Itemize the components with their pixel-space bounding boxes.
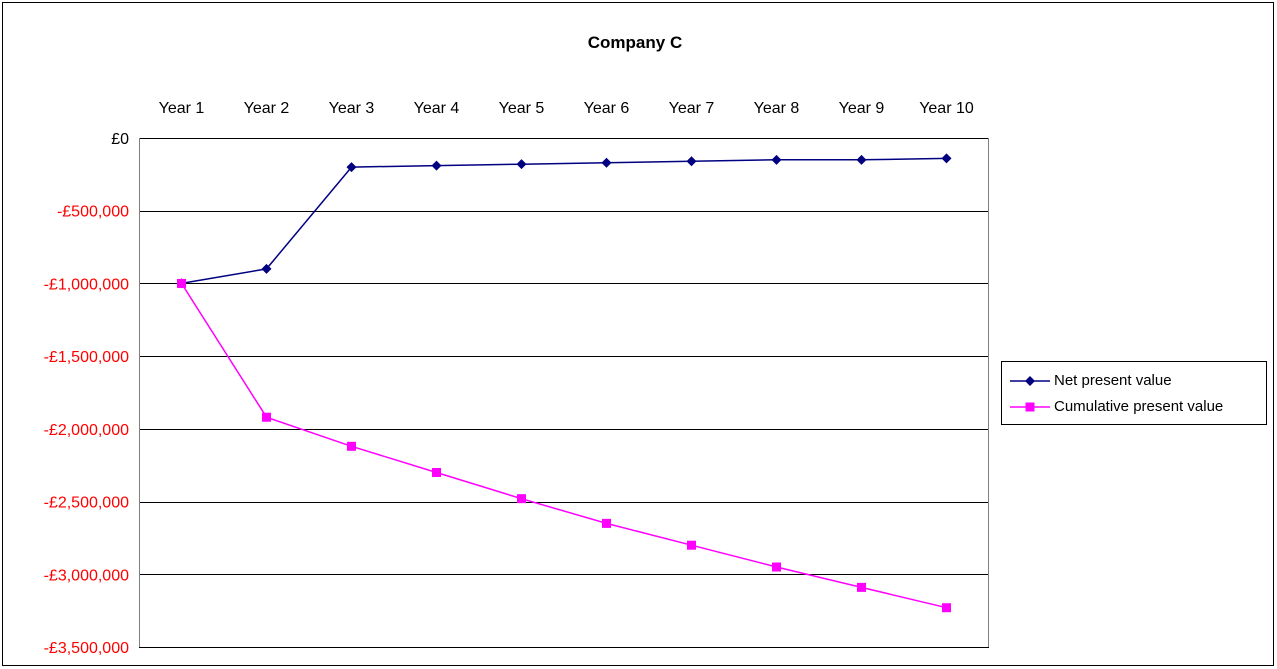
data-point-square bbox=[517, 494, 526, 504]
data-point-square bbox=[432, 467, 441, 477]
legend-label-net-present-value: Net present value bbox=[1054, 372, 1172, 389]
gridlines bbox=[139, 138, 989, 648]
x-tick-label: Year 5 bbox=[499, 100, 545, 117]
x-tick-label: Year 7 bbox=[669, 100, 715, 117]
legend-swatch-square-icon bbox=[1010, 402, 1050, 412]
data-point-square bbox=[602, 518, 611, 528]
legend-swatch-diamond-icon bbox=[1010, 376, 1050, 386]
legend-entry-cumulative-present-value: Cumulative present value bbox=[1002, 395, 1266, 419]
y-tick-label: -£500,000 bbox=[57, 204, 129, 221]
y-tick-label: -£1,000,000 bbox=[44, 276, 130, 293]
data-point-diamond bbox=[771, 154, 782, 165]
chart-title: Company C bbox=[588, 33, 682, 52]
y-axis-tick-labels: £0 -£500,000 -£1,000,000 -£1,500,000 -£2,000… bbox=[44, 131, 130, 657]
data-point-square bbox=[347, 441, 356, 451]
data-point-diamond bbox=[941, 153, 952, 164]
x-tick-label: Year 2 bbox=[244, 100, 290, 117]
y-tick-label: £0 bbox=[111, 131, 129, 148]
y-tick-label: -£1,500,000 bbox=[44, 349, 130, 366]
data-point-diamond bbox=[686, 156, 697, 167]
series-line bbox=[181, 157, 947, 285]
data-point-diamond bbox=[856, 154, 867, 165]
data-point-square bbox=[772, 562, 781, 572]
line-chart: Company C £0 -£500,000 -£1,000,000 -£1,500,… bbox=[44, 33, 989, 657]
y-tick-label: -£3,500,000 bbox=[44, 640, 130, 657]
series-line bbox=[180, 282, 947, 609]
data-point-diamond bbox=[516, 159, 527, 170]
x-tick-label: Year 3 bbox=[329, 100, 375, 117]
data-point-square bbox=[857, 582, 866, 592]
series-group bbox=[176, 153, 952, 613]
data-point-square bbox=[687, 540, 696, 550]
legend: Net present value Cumulative present val… bbox=[1001, 361, 1267, 425]
data-point-diamond bbox=[261, 263, 272, 274]
x-tick-label: Year 10 bbox=[919, 100, 974, 117]
x-tick-label: Year 1 bbox=[159, 100, 205, 117]
y-tick-label: -£2,000,000 bbox=[44, 422, 130, 439]
x-tick-label: Year 9 bbox=[839, 100, 885, 117]
legend-label-cumulative-present-value: Cumulative present value bbox=[1054, 398, 1224, 415]
data-point-square bbox=[262, 412, 271, 422]
data-point-square bbox=[177, 278, 186, 288]
data-point-diamond bbox=[346, 162, 357, 173]
x-tick-label: Year 8 bbox=[754, 100, 800, 117]
x-tick-label: Year 6 bbox=[584, 100, 630, 117]
y-tick-label: -£2,500,000 bbox=[44, 495, 130, 512]
y-tick-label: -£3,000,000 bbox=[44, 567, 130, 584]
data-point-diamond bbox=[431, 160, 442, 171]
legend-entry-net-present-value: Net present value bbox=[1002, 369, 1266, 393]
x-axis-tick-labels: Year 1 Year 2 Year 3 Year 4 Year 5 Year 6 Year… bbox=[159, 100, 974, 117]
data-point-square bbox=[942, 603, 951, 613]
data-point-diamond bbox=[601, 157, 612, 168]
x-tick-label: Year 4 bbox=[414, 100, 460, 117]
